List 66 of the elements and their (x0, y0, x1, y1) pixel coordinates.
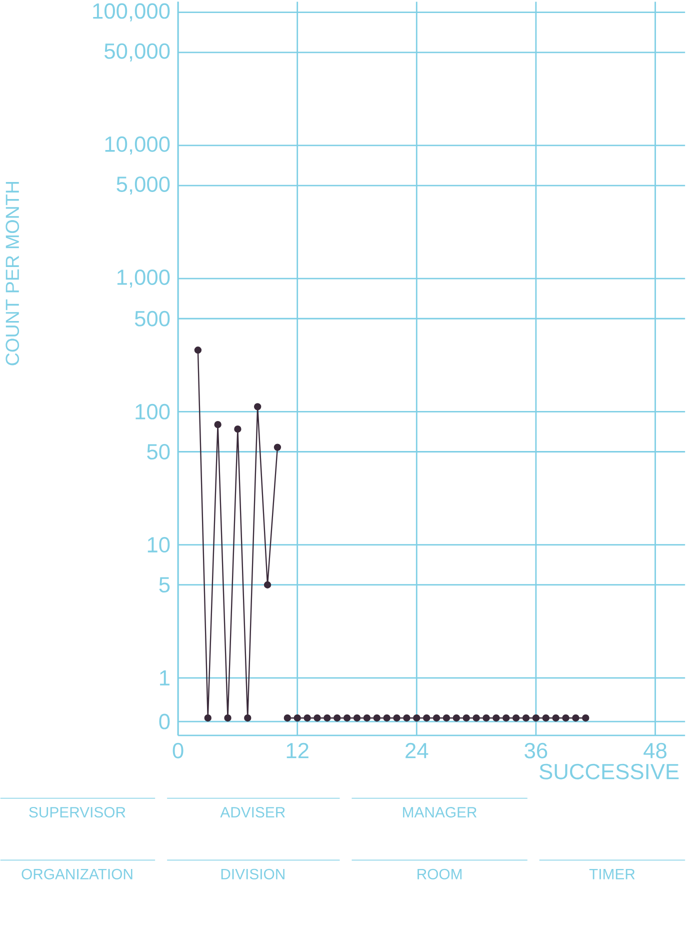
y-tick-label: 1 (160, 670, 170, 686)
y-tick-label: 10 (148, 537, 170, 553)
y-tick-label: 1,000 (118, 270, 170, 288)
point (423, 714, 430, 722)
y-tick-label: 500 (135, 310, 170, 326)
text: MANAGER (403, 806, 477, 818)
point (324, 714, 331, 722)
point (254, 403, 262, 410)
y-tick-label: 50 (147, 444, 170, 460)
point (562, 714, 570, 722)
point (383, 714, 391, 722)
point (294, 714, 302, 722)
point (204, 714, 212, 722)
point (433, 714, 440, 722)
y-tick-label: 5 (159, 577, 170, 592)
x-tick-label: 24 (406, 742, 428, 758)
point (572, 714, 580, 722)
point (344, 714, 351, 722)
point (274, 444, 282, 451)
y-tick-label: 10,000 (105, 136, 170, 154)
point (462, 714, 470, 722)
point (452, 714, 460, 722)
point (373, 714, 381, 722)
y-tick-label: 100 (136, 404, 170, 420)
point (413, 714, 420, 722)
x-tick-label: 48 (644, 742, 667, 758)
text: ADVISER (220, 806, 286, 818)
point (244, 714, 252, 722)
point (482, 714, 490, 722)
point (492, 714, 500, 722)
x-tick-label: 12 (286, 742, 309, 758)
y-tick-label: 5,000 (116, 176, 170, 195)
text: ROOM (418, 868, 462, 880)
point (443, 714, 450, 722)
point (502, 714, 510, 722)
x-axis-title: SUCCESSIVE (540, 764, 679, 780)
text: DIVISION (222, 868, 285, 880)
point (532, 714, 540, 722)
y-tick-label: 100,000 (93, 3, 170, 22)
point (582, 714, 590, 722)
point (472, 714, 480, 722)
y-tick-label: 50,000 (104, 43, 170, 62)
point (304, 714, 312, 722)
point (354, 714, 361, 722)
point (264, 581, 272, 588)
text: SUPERVISOR (29, 806, 126, 818)
x-tick-label: 0 (172, 742, 184, 758)
text: ORGANIZATION (22, 868, 132, 880)
point (552, 714, 560, 722)
point (314, 714, 321, 722)
point (234, 425, 242, 433)
point (403, 714, 410, 722)
point (214, 420, 222, 428)
point (522, 714, 530, 722)
point (194, 346, 202, 354)
point (334, 714, 341, 722)
text: TIMER (589, 868, 635, 880)
point (363, 714, 371, 722)
point (512, 714, 520, 722)
y-axis-title: COUNT PER MONTH (6, 182, 20, 366)
point (224, 714, 232, 722)
point (393, 714, 400, 722)
x-tick-label: 36 (524, 742, 548, 758)
point (542, 714, 550, 722)
y-tick-label: 0 (159, 714, 170, 730)
point (284, 714, 292, 722)
